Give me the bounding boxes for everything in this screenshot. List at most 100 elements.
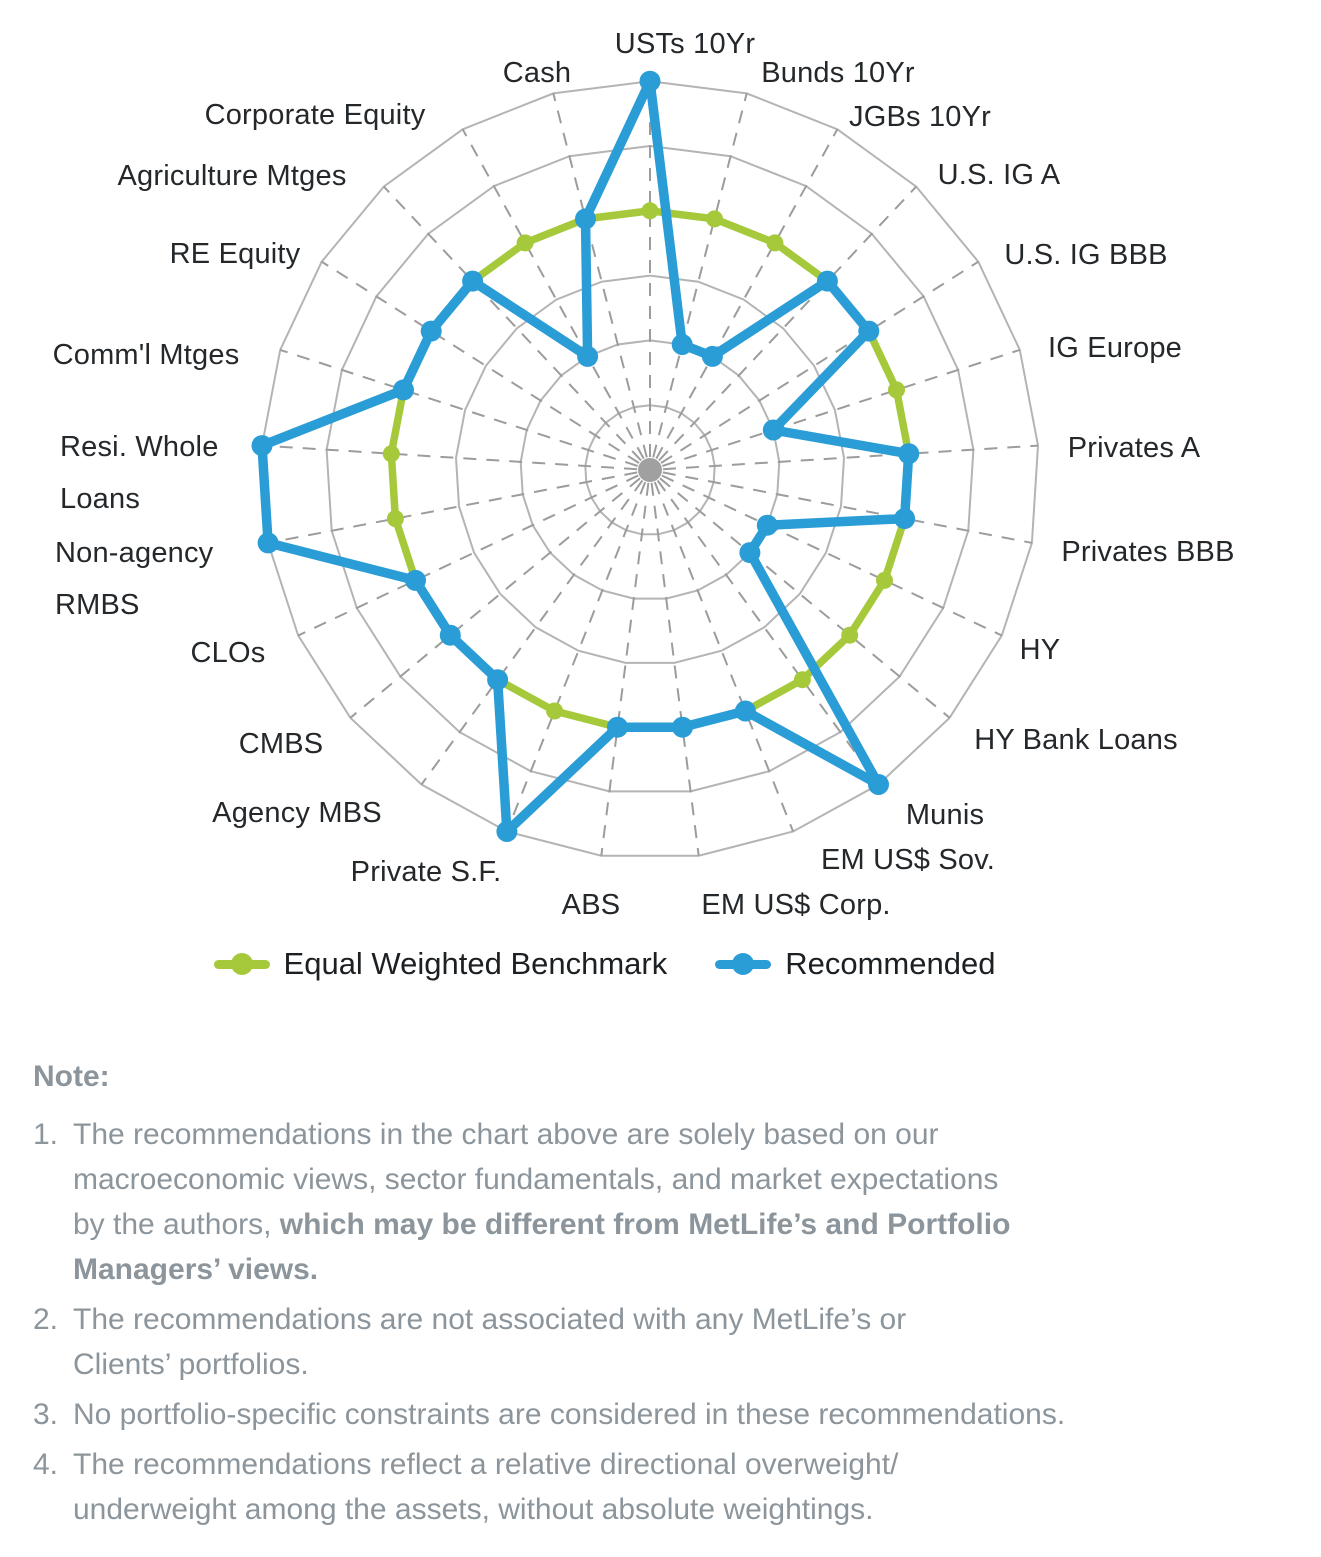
series-point (641, 202, 659, 220)
grid-spoke (659, 477, 951, 719)
benchmark-line-icon (213, 959, 270, 969)
axis-label-jgbs-10yr: JGBs 10Yr (848, 101, 992, 133)
axis-label-hy-bank-loans: HY Bank Loans (974, 724, 1178, 756)
grid-ring-3 (454, 274, 846, 664)
grid-spoke (653, 481, 795, 832)
note-number: 2. (33, 1303, 59, 1336)
series-point (793, 671, 811, 689)
series-point (888, 381, 905, 399)
grid-spoke (321, 260, 640, 464)
axis-label-u-s-ig-a: U.S. IG A (937, 159, 1061, 191)
legend-item-recommended: Recommended (715, 946, 995, 982)
series-point (876, 571, 893, 589)
grid-spoke (652, 93, 748, 458)
series-point (546, 702, 564, 720)
series-point (420, 320, 442, 342)
notes-section: Note: 1. The recommendations in the chart… (33, 1054, 1295, 1537)
axis-label-bunds-10yr: Bunds 10Yr (761, 57, 915, 89)
grid-spoke (279, 348, 638, 467)
axis-label-hy: HY (1019, 634, 1061, 666)
series-point (868, 774, 889, 795)
grid-spoke (650, 482, 700, 856)
grid-spoke (662, 471, 1033, 544)
series-point (405, 569, 426, 591)
note-text: The recommendations in the chart above a… (73, 1118, 1011, 1286)
grid-spoke (656, 479, 880, 786)
axis-label-ig-europe: IG Europe (1048, 332, 1182, 364)
series-point (439, 624, 461, 646)
note-number: 1. (33, 1118, 59, 1151)
series-point (257, 532, 279, 554)
series-point (739, 542, 761, 564)
axis-label-clos: CLOs (190, 637, 266, 669)
axis-label-resi-whole-loans: Resi. Whole Loans (60, 431, 219, 515)
grid-spoke (655, 128, 839, 460)
series-point (487, 669, 509, 691)
grid-ring-1 (584, 404, 716, 536)
note-text: The recommendations reflect a relative d… (73, 1448, 899, 1526)
note-number: 3. (33, 1398, 59, 1431)
series-point (841, 626, 859, 644)
series-point (898, 443, 920, 465)
series-point (894, 508, 916, 530)
grid-spoke (658, 185, 917, 462)
legend-label-benchmark: Equal Weighted Benchmark (283, 946, 668, 981)
recommended-line-icon (715, 959, 772, 969)
note-item-4: 4. The recommendations reflect a relative… (33, 1442, 1295, 1532)
axis-label-non-agency-rmbs: Non-agency RMBS (55, 537, 214, 621)
series-point (639, 70, 661, 92)
axis-label-private-s-f-: Private S.F. (350, 856, 502, 888)
series-point (577, 345, 599, 367)
series-point (393, 379, 414, 401)
axis-label-corporate-equity: Corporate Equity (204, 99, 426, 131)
axis-label-cash: Cash (502, 57, 572, 89)
legend-item-benchmark: Equal Weighted Benchmark (213, 946, 668, 982)
notes-list: 1. The recommendations in the chart above… (33, 1112, 1295, 1532)
series-point (462, 270, 484, 292)
axis-label-em-us-sov-: EM US$ Sov. (820, 844, 996, 876)
series-point (701, 345, 723, 367)
series-point (756, 514, 778, 536)
series-point (766, 234, 784, 252)
note-text: No portfolio-specific constraints are co… (73, 1398, 1066, 1431)
note-text: The recommendations are not associated w… (73, 1303, 907, 1381)
grid-spoke (267, 471, 638, 544)
axis-label-privates-bbb: Privates BBB (1061, 536, 1235, 568)
grid-spoke (297, 474, 639, 637)
series-point (382, 445, 400, 463)
radar-chart-canvas (251, 70, 1040, 857)
series-point (607, 716, 628, 738)
notes-heading: Note: (33, 1060, 110, 1093)
series-line-1 (257, 76, 914, 837)
series-point (816, 270, 838, 292)
grid-spoke (505, 481, 647, 832)
axis-label-privates-a: Privates A (1067, 432, 1201, 464)
series-point (858, 320, 880, 342)
series-point (251, 435, 273, 457)
axis-label-agriculture-mtges: Agriculture Mtges (117, 160, 347, 192)
grid-ring-2 (519, 339, 781, 600)
series-point (386, 510, 404, 528)
axis-label-em-us-corp-: EM US$ Corp. (701, 889, 891, 921)
grid-spoke (662, 444, 1039, 471)
series-point (762, 419, 784, 441)
grid-spoke (662, 348, 1021, 467)
grid-ring-6 (260, 80, 1040, 857)
grid-spoke (349, 477, 641, 719)
axis-label-re-equity: RE Equity (169, 238, 301, 270)
legend-label-recommended: Recommended (785, 946, 996, 981)
axis-label-abs: ABS (561, 889, 621, 921)
note-item-2: 2. The recommendations are not associated… (33, 1297, 1295, 1387)
grid-spoke (661, 474, 1003, 637)
radar-chart: USTs 10Yr Bunds 10Yr JGBs 10Yr U.S. IG A U.S… (53, 28, 1235, 921)
series-point (706, 210, 723, 228)
series-point (575, 208, 596, 230)
grid-spoke (383, 185, 642, 462)
axis-label-agency-mbs: Agency MBS (212, 797, 382, 829)
note-item-1: 1. The recommendations in the chart above… (33, 1112, 1295, 1292)
series-point (496, 821, 518, 842)
axis-label-usts-10yr: USTs 10Yr (614, 28, 756, 60)
axis-label-u-s-ig-bbb: U.S. IG BBB (1004, 239, 1168, 271)
grid-spoke (600, 482, 650, 856)
